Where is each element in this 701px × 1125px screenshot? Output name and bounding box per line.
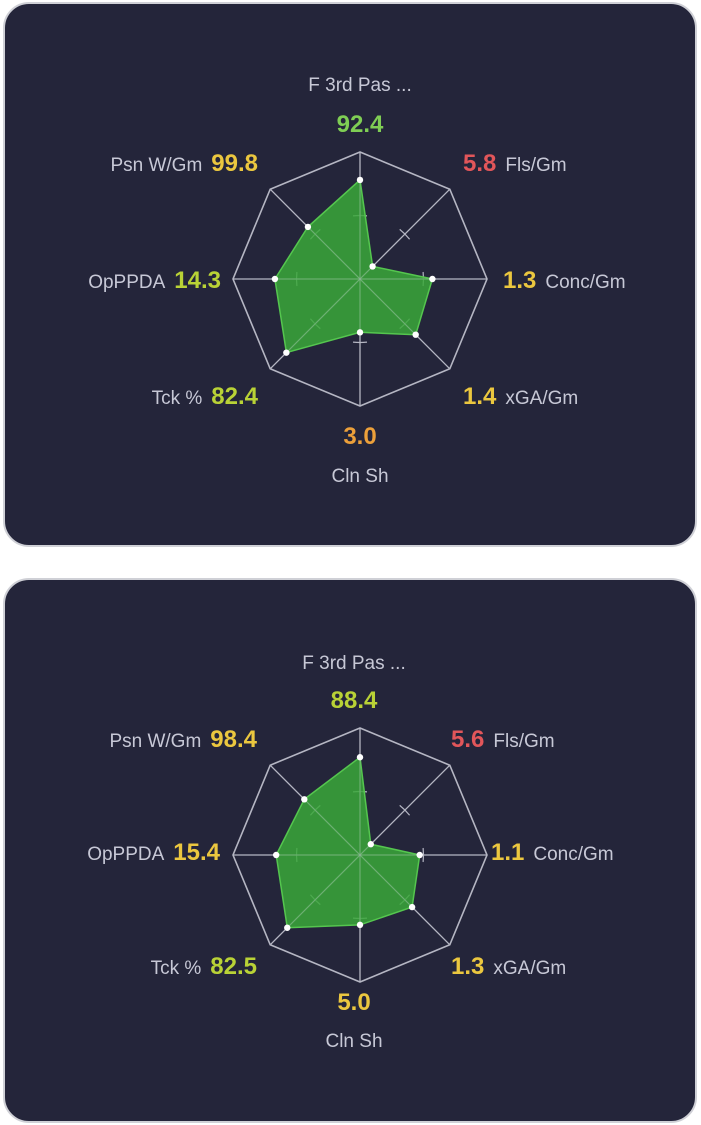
radar-mid-tick <box>399 804 411 816</box>
radar-point <box>416 851 423 859</box>
radar-spoke-overlay <box>269 764 361 856</box>
radar-point <box>271 275 279 283</box>
radar-spoke-overlay <box>359 854 451 946</box>
metric-label: Tck % <box>151 958 202 979</box>
metric-label: Fls/Gm <box>505 155 566 176</box>
metric-label: Tck % <box>152 388 203 409</box>
radar-point <box>412 331 419 338</box>
metric-entry: OpPPDA 14.3 <box>88 267 221 294</box>
radar-card-2: F 3rd Pas ... 88.4 5.6 Fls/Gm 1.1 Conc/Gm 1.3 x… <box>3 578 697 1123</box>
radar-spoke-overlay <box>359 764 451 856</box>
radar-point <box>369 263 376 270</box>
metric-entry: 1.3 Conc/Gm <box>503 267 626 294</box>
metric-value: 15.4 <box>173 839 220 866</box>
metric-entry: Psn W/Gm 99.8 <box>110 150 258 177</box>
metric-value: 5.0 <box>337 989 370 1016</box>
metric-label: Psn W/Gm <box>109 731 201 752</box>
metric-label: xGA/Gm <box>493 958 566 979</box>
metric-entry: 1.1 Conc/Gm <box>491 839 614 866</box>
metric-label: Cln Sh <box>325 1031 382 1052</box>
radar-chart: F 3rd Pas ... 92.4 5.8 Fls/Gm 1.3 Conc/Gm 1.4 x… <box>88 75 626 487</box>
metric-value: 99.8 <box>211 150 258 177</box>
metric-entry: 1.3 xGA/Gm <box>451 953 566 980</box>
metric-value: 5.6 <box>451 726 484 753</box>
metric-entry: OpPPDA 15.4 <box>87 839 220 866</box>
radar-point <box>408 903 416 911</box>
radar-point <box>272 851 280 859</box>
metric-entry: Tck % 82.5 <box>151 953 257 980</box>
radar-point <box>283 349 290 356</box>
metric-value: 1.3 <box>503 267 536 294</box>
metric-label: OpPPDA <box>87 844 164 865</box>
radar-mid-tick <box>399 228 411 240</box>
metric-value: 82.5 <box>210 953 257 980</box>
radar-point <box>356 176 364 184</box>
metric-label: F 3rd Pas ... <box>308 75 411 96</box>
radar-spoke-overlay <box>269 188 361 280</box>
metric-label: Conc/Gm <box>533 844 613 865</box>
metric-value: 92.4 <box>337 111 384 138</box>
metric-label: OpPPDA <box>88 272 165 293</box>
radar-point <box>304 223 312 231</box>
metric-value: 88.4 <box>331 687 378 714</box>
metric-entry: Tck % 82.4 <box>152 383 259 410</box>
radar-spoke-overlay <box>359 188 451 280</box>
radar-point <box>356 754 364 761</box>
radar-point <box>284 924 291 931</box>
metric-label: Psn W/Gm <box>110 155 202 176</box>
metric-label: Cln Sh <box>331 466 388 487</box>
metric-value: 82.4 <box>211 383 258 410</box>
metric-label: xGA/Gm <box>505 388 578 409</box>
radar-point <box>356 329 364 336</box>
metric-label: Fls/Gm <box>493 731 554 752</box>
radar-data-area <box>274 178 434 354</box>
radar-point <box>367 841 374 848</box>
radar-chart: F 3rd Pas ... 88.4 5.6 Fls/Gm 1.1 Conc/Gm 1.3 x… <box>87 653 614 1052</box>
metric-entry: 5.8 Fls/Gm <box>463 150 567 177</box>
metric-value: 1.4 <box>463 383 497 410</box>
metric-label: Conc/Gm <box>545 272 625 293</box>
metric-value: 1.3 <box>451 953 484 980</box>
metric-label: F 3rd Pas ... <box>302 653 405 674</box>
metric-value: 1.1 <box>491 839 524 866</box>
radar-spoke-overlay <box>359 278 451 370</box>
radar-point <box>429 275 436 283</box>
metric-value: 5.8 <box>463 150 496 177</box>
radar-point <box>356 921 364 929</box>
metric-value: 14.3 <box>174 267 221 294</box>
metric-value: 3.0 <box>343 423 376 450</box>
radar-card-1: F 3rd Pas ... 92.4 5.8 Fls/Gm 1.3 Conc/Gm 1.4 x… <box>3 2 697 547</box>
metric-entry: 5.6 Fls/Gm <box>451 726 555 753</box>
metric-value: 98.4 <box>210 726 257 753</box>
metric-entry: Psn W/Gm 98.4 <box>109 726 257 753</box>
metric-entry: 1.4 xGA/Gm <box>463 383 578 410</box>
radar-point <box>301 796 308 803</box>
